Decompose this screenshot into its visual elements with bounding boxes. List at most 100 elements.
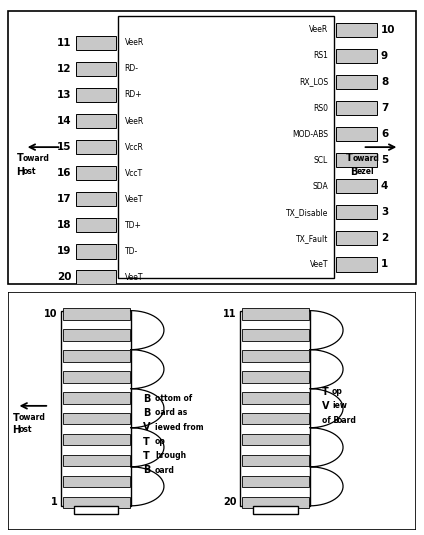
Bar bbox=[336, 75, 377, 89]
Text: oward: oward bbox=[19, 413, 45, 422]
Bar bbox=[63, 350, 130, 362]
Bar bbox=[336, 22, 377, 37]
Text: RS1: RS1 bbox=[313, 51, 328, 60]
Bar bbox=[242, 371, 309, 383]
Text: oard: oard bbox=[155, 465, 175, 475]
Text: iew: iew bbox=[332, 401, 347, 410]
Bar bbox=[63, 496, 130, 508]
Bar bbox=[75, 244, 116, 258]
Text: T: T bbox=[346, 153, 353, 163]
Text: oard: oard bbox=[336, 416, 356, 425]
Bar bbox=[336, 257, 377, 272]
Text: TX_Fault: TX_Fault bbox=[296, 234, 328, 243]
Bar bbox=[75, 166, 116, 180]
Bar bbox=[242, 309, 309, 320]
Text: 15: 15 bbox=[57, 142, 72, 152]
Text: ottom of: ottom of bbox=[155, 394, 192, 403]
Bar bbox=[242, 413, 309, 424]
Text: TX_Disable: TX_Disable bbox=[286, 208, 328, 217]
Bar bbox=[75, 36, 116, 50]
Text: TD+: TD+ bbox=[125, 221, 141, 230]
Text: 3: 3 bbox=[381, 207, 388, 217]
Bar bbox=[75, 192, 116, 207]
Text: VeeR: VeeR bbox=[125, 117, 144, 126]
Bar bbox=[336, 205, 377, 219]
Text: TD-: TD- bbox=[125, 247, 138, 256]
Text: VccT: VccT bbox=[125, 169, 142, 178]
Text: V: V bbox=[322, 401, 329, 411]
Text: RS0: RS0 bbox=[313, 103, 328, 112]
Text: 11: 11 bbox=[223, 309, 237, 319]
Bar bbox=[242, 350, 309, 362]
Text: 10: 10 bbox=[44, 309, 57, 319]
Text: RD-: RD- bbox=[125, 64, 139, 73]
Text: 9: 9 bbox=[381, 51, 388, 61]
Bar bbox=[61, 311, 131, 506]
Bar bbox=[336, 127, 377, 141]
Text: 5: 5 bbox=[381, 155, 388, 165]
Text: T: T bbox=[17, 153, 23, 163]
Text: 1: 1 bbox=[381, 259, 388, 270]
Text: iewed from: iewed from bbox=[155, 423, 204, 432]
Text: SDA: SDA bbox=[312, 182, 328, 191]
Bar bbox=[75, 218, 116, 232]
Bar bbox=[63, 330, 130, 341]
Text: 10: 10 bbox=[381, 25, 396, 35]
Text: VeeT: VeeT bbox=[125, 273, 143, 282]
Text: 17: 17 bbox=[57, 194, 72, 204]
Text: VeeT: VeeT bbox=[310, 260, 328, 269]
Text: 16: 16 bbox=[57, 168, 72, 178]
Text: oward: oward bbox=[352, 154, 379, 163]
Text: T: T bbox=[322, 387, 329, 396]
Text: B: B bbox=[143, 408, 150, 418]
Text: 12: 12 bbox=[57, 64, 72, 74]
Text: H: H bbox=[13, 425, 21, 434]
Bar bbox=[242, 455, 309, 466]
Text: ost: ost bbox=[19, 425, 32, 434]
Text: oard as: oard as bbox=[155, 409, 187, 417]
Bar bbox=[336, 179, 377, 193]
Bar bbox=[75, 62, 116, 76]
Text: VeeR: VeeR bbox=[125, 39, 144, 47]
Bar bbox=[75, 270, 116, 285]
Bar bbox=[336, 101, 377, 115]
Bar bbox=[242, 496, 309, 508]
Text: op: op bbox=[155, 437, 166, 446]
Text: T: T bbox=[143, 451, 150, 461]
Text: of B: of B bbox=[322, 416, 339, 425]
Bar bbox=[118, 16, 334, 278]
Bar bbox=[242, 330, 309, 341]
Bar bbox=[63, 455, 130, 466]
Text: ezel: ezel bbox=[357, 167, 374, 176]
Text: 19: 19 bbox=[57, 247, 72, 256]
Text: 1: 1 bbox=[50, 497, 57, 507]
Text: B: B bbox=[143, 465, 150, 475]
Bar bbox=[75, 114, 116, 128]
Bar bbox=[63, 309, 130, 320]
Text: oward: oward bbox=[23, 154, 50, 163]
Bar bbox=[63, 476, 130, 487]
Bar bbox=[336, 49, 377, 63]
Text: VeeT: VeeT bbox=[125, 195, 143, 204]
Text: 13: 13 bbox=[57, 90, 72, 100]
Text: H: H bbox=[17, 167, 25, 177]
Text: T: T bbox=[13, 413, 20, 423]
Bar bbox=[75, 88, 116, 102]
Text: 20: 20 bbox=[57, 272, 72, 282]
Text: 8: 8 bbox=[381, 77, 388, 87]
Bar bbox=[336, 231, 377, 246]
Text: ost: ost bbox=[23, 167, 36, 176]
Text: 6: 6 bbox=[381, 129, 388, 139]
Bar bbox=[73, 506, 118, 514]
Bar bbox=[63, 392, 130, 403]
Bar bbox=[63, 371, 130, 383]
Bar bbox=[253, 506, 298, 514]
Text: SCL: SCL bbox=[314, 156, 328, 165]
Text: op: op bbox=[332, 387, 343, 396]
Bar bbox=[242, 476, 309, 487]
Text: VccR: VccR bbox=[125, 143, 143, 151]
Text: hrough: hrough bbox=[155, 452, 186, 460]
Text: B: B bbox=[350, 167, 358, 177]
Text: T: T bbox=[143, 437, 150, 447]
Bar bbox=[242, 434, 309, 445]
